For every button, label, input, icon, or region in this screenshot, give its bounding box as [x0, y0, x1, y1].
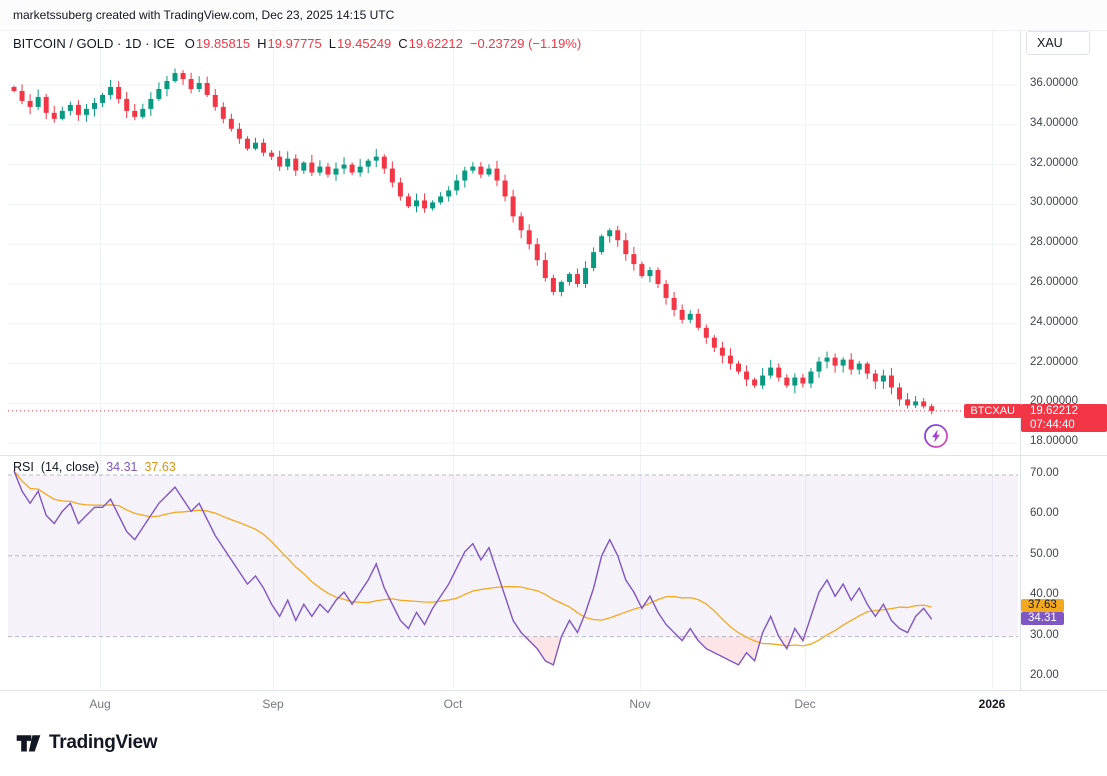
- rsi-ma-badge: 37.63: [1021, 598, 1064, 612]
- rsi-legend: RSI (14, close) 34.31 37.63: [13, 460, 176, 474]
- rsi-tick-label: 30.00: [1030, 628, 1059, 641]
- rsi-value: 34.31: [106, 460, 138, 474]
- close-value: 19.62212: [408, 36, 463, 51]
- symbol-title[interactable]: BITCOIN / GOLD · 1D · ICE: [13, 36, 175, 51]
- bar-countdown: 07:44:40: [1030, 418, 1075, 431]
- rsi-tick-label: 50.00: [1030, 547, 1059, 560]
- attribution-bar: marketssuberg created with TradingView.c…: [0, 0, 1107, 30]
- ohlc-low: L19.45249: [329, 36, 391, 51]
- rsi-tick-label: 70.00: [1030, 467, 1059, 479]
- change-value: −0.23729 (−1.19%): [469, 36, 582, 51]
- price-tick-label: 28.00000: [1030, 236, 1078, 249]
- ohlc-close: C19.62212: [398, 36, 463, 51]
- close-label: C: [398, 36, 408, 51]
- attribution-text: marketssuberg created with TradingView.c…: [13, 8, 395, 22]
- low-label: L: [328, 36, 337, 51]
- price-tick-label: 18.00000: [1030, 435, 1078, 448]
- ohlc-open: O19.85815: [185, 36, 250, 51]
- price-tick-label: 30.00000: [1030, 196, 1078, 209]
- last-price-value: 19.62212: [1030, 404, 1078, 417]
- price-tick-label: 22.00000: [1030, 355, 1078, 368]
- rsi-title[interactable]: RSI: [13, 460, 34, 474]
- rsi-tick-label: 20.00: [1030, 669, 1059, 681]
- flash-icon[interactable]: [924, 424, 948, 448]
- footer-logo[interactable]: TradingView: [15, 729, 158, 756]
- time-axis-label: Nov: [629, 697, 651, 711]
- time-axis-label: Sep: [262, 697, 284, 711]
- rsi-tick-label: 40.00: [1030, 588, 1059, 601]
- time-axis-label: Dec: [794, 697, 816, 711]
- last-price-label: 19.62212 07:44:40: [1021, 403, 1107, 432]
- time-axis-label: Oct: [443, 697, 463, 711]
- price-tick-label: 24.00000: [1030, 315, 1078, 328]
- rsi-ma-value: 37.63: [144, 460, 176, 474]
- symbol-legend: BITCOIN / GOLD · 1D · ICE O19.85815 H19.…: [13, 36, 581, 51]
- price-scale-unit-button[interactable]: XAU: [1026, 31, 1090, 55]
- rsi-value-badge: 34.31: [1021, 612, 1064, 626]
- time-axis-label: Aug: [89, 697, 111, 711]
- rsi-tick-label: 60.00: [1030, 507, 1059, 520]
- tradingview-wordmark: TradingView: [49, 731, 158, 753]
- high-value: 19.97775: [267, 36, 322, 51]
- rsi-params: (14, close): [40, 460, 100, 474]
- tradingview-logo-icon: [16, 735, 41, 752]
- low-value: 19.45249: [337, 36, 392, 51]
- time-axis-label: 2026: [978, 697, 1006, 711]
- price-tick-label: 36.00000: [1030, 77, 1078, 89]
- price-tick-label: 32.00000: [1030, 156, 1078, 169]
- ohlc-high: H19.97775: [257, 36, 322, 51]
- price-tick-label: 26.00000: [1030, 276, 1078, 288]
- symbol-price-badge: BTCXAU: [964, 403, 1021, 418]
- plot-layer: [0, 30, 1107, 691]
- price-tick-label: 34.00000: [1030, 116, 1078, 129]
- open-value: 19.85815: [195, 36, 251, 51]
- high-label: H: [257, 36, 267, 51]
- open-label: O: [184, 36, 195, 51]
